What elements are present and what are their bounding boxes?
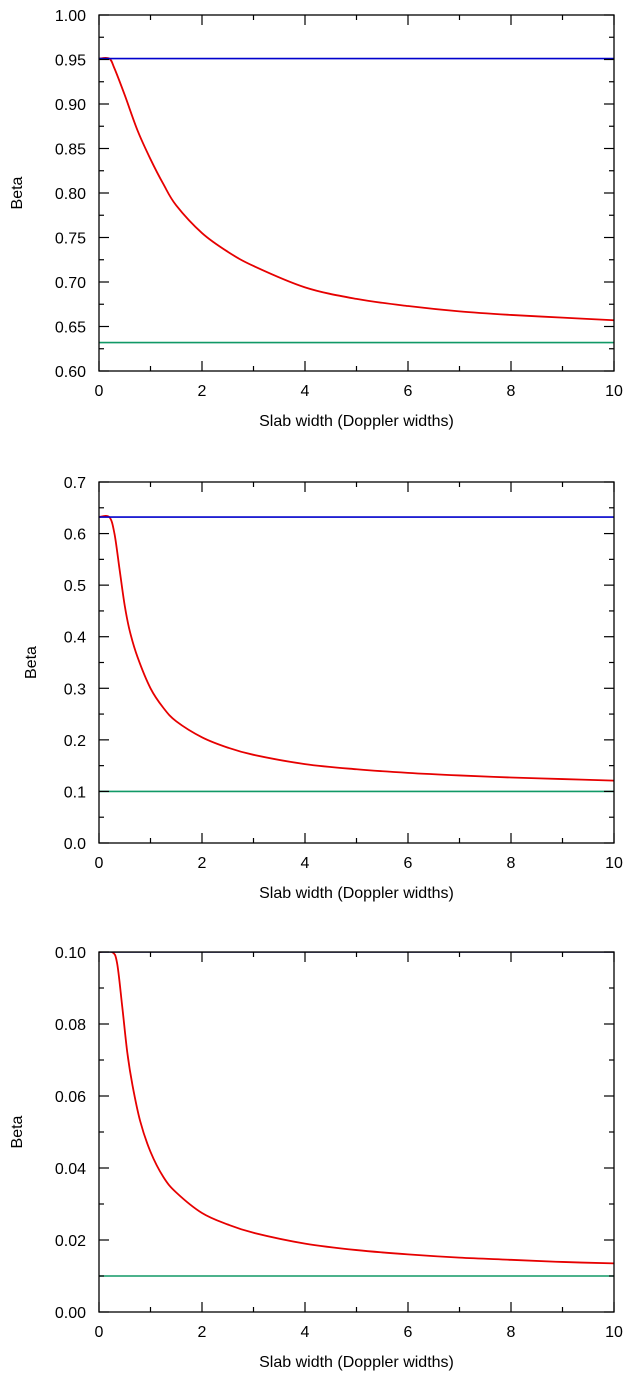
x-tick-label: 8 (507, 1324, 516, 1341)
y-tick-label: 0.60 (55, 364, 86, 381)
y-axis-label: Beta (9, 1115, 26, 1148)
x-tick-label: 8 (507, 855, 516, 872)
x-tick-label: 10 (605, 1324, 623, 1341)
plot-frame (98, 14, 615, 372)
x-tick-label: 2 (198, 383, 207, 400)
y-tick-label: 0.70 (55, 275, 86, 292)
y-tick-label: 0.10 (55, 945, 86, 962)
x-tick-label: 2 (198, 1324, 207, 1341)
x-tick-label: 8 (507, 383, 516, 400)
y-tick-label: 0.65 (55, 320, 86, 337)
series-line-1 (99, 952, 614, 1265)
y-tick-label: 0.4 (64, 630, 86, 647)
x-tick-label: 2 (198, 855, 207, 872)
series-line-1 (99, 56, 614, 322)
y-tick-label: 0.5 (64, 578, 86, 595)
chart-panel-1: 0 2 4 6 8 10 0.60 0.65 0.70 0.75 0.80 0.85 0.90 0.95 1… (9, 8, 623, 430)
x-tick-label: 10 (605, 383, 623, 400)
y-tick-label: 0.06 (55, 1089, 86, 1106)
y-tick-label: 0.04 (55, 1161, 86, 1178)
y-tick-label: 1.00 (55, 8, 86, 25)
x-tick-label: 0 (95, 1324, 104, 1341)
series-line-1 (99, 514, 614, 782)
y-tick-label: 0.0 (64, 836, 86, 853)
series-group (99, 514, 614, 793)
x-tick-label: 4 (301, 855, 310, 872)
y-axis-label: Beta (9, 176, 26, 209)
chart-panel-2: 0 2 4 6 8 10 0.0 0.1 0.2 0.3 0.4 0.5 0.6 0.7 Slab widt… (23, 475, 623, 902)
y-tick-label: 0.75 (55, 231, 86, 248)
x-tick-label: 4 (301, 1324, 310, 1341)
x-tick-label: 10 (605, 855, 623, 872)
series-group (99, 56, 614, 344)
y-axis-label: Beta (23, 646, 40, 679)
x-tick-label: 0 (95, 383, 104, 400)
chart-panel-3: 0 2 4 6 8 10 0.00 0.02 0.04 0.06 0.08 0.10 Slab widt… (9, 945, 623, 1371)
y-tick-label: 0.08 (55, 1017, 86, 1034)
x-axis-label: Slab width (Doppler widths) (259, 885, 454, 902)
x-tick-label: 6 (404, 1324, 413, 1341)
plot-frame (98, 951, 615, 1313)
plot-frame (98, 481, 615, 844)
y-tick-label: 0.2 (64, 733, 86, 750)
y-tick-label: 0.90 (55, 97, 86, 114)
y-tick-label: 0.80 (55, 186, 86, 203)
y-tick-label: 0.7 (64, 475, 86, 492)
y-tick-label: 0.00 (55, 1305, 86, 1322)
x-tick-label: 6 (404, 383, 413, 400)
x-tick-label: 0 (95, 855, 104, 872)
y-tick-label: 0.6 (64, 527, 86, 544)
series-group (99, 952, 614, 1277)
x-tick-label: 6 (404, 855, 413, 872)
y-tick-label: 0.3 (64, 681, 86, 698)
x-tick-label: 4 (301, 383, 310, 400)
x-axis-label: Slab width (Doppler widths) (259, 413, 454, 430)
y-tick-label: 0.02 (55, 1233, 86, 1250)
y-tick-label: 0.1 (64, 784, 86, 801)
y-tick-label: 0.95 (55, 53, 86, 70)
y-tick-label: 0.85 (55, 142, 86, 159)
x-axis-label: Slab width (Doppler widths) (259, 1354, 454, 1371)
